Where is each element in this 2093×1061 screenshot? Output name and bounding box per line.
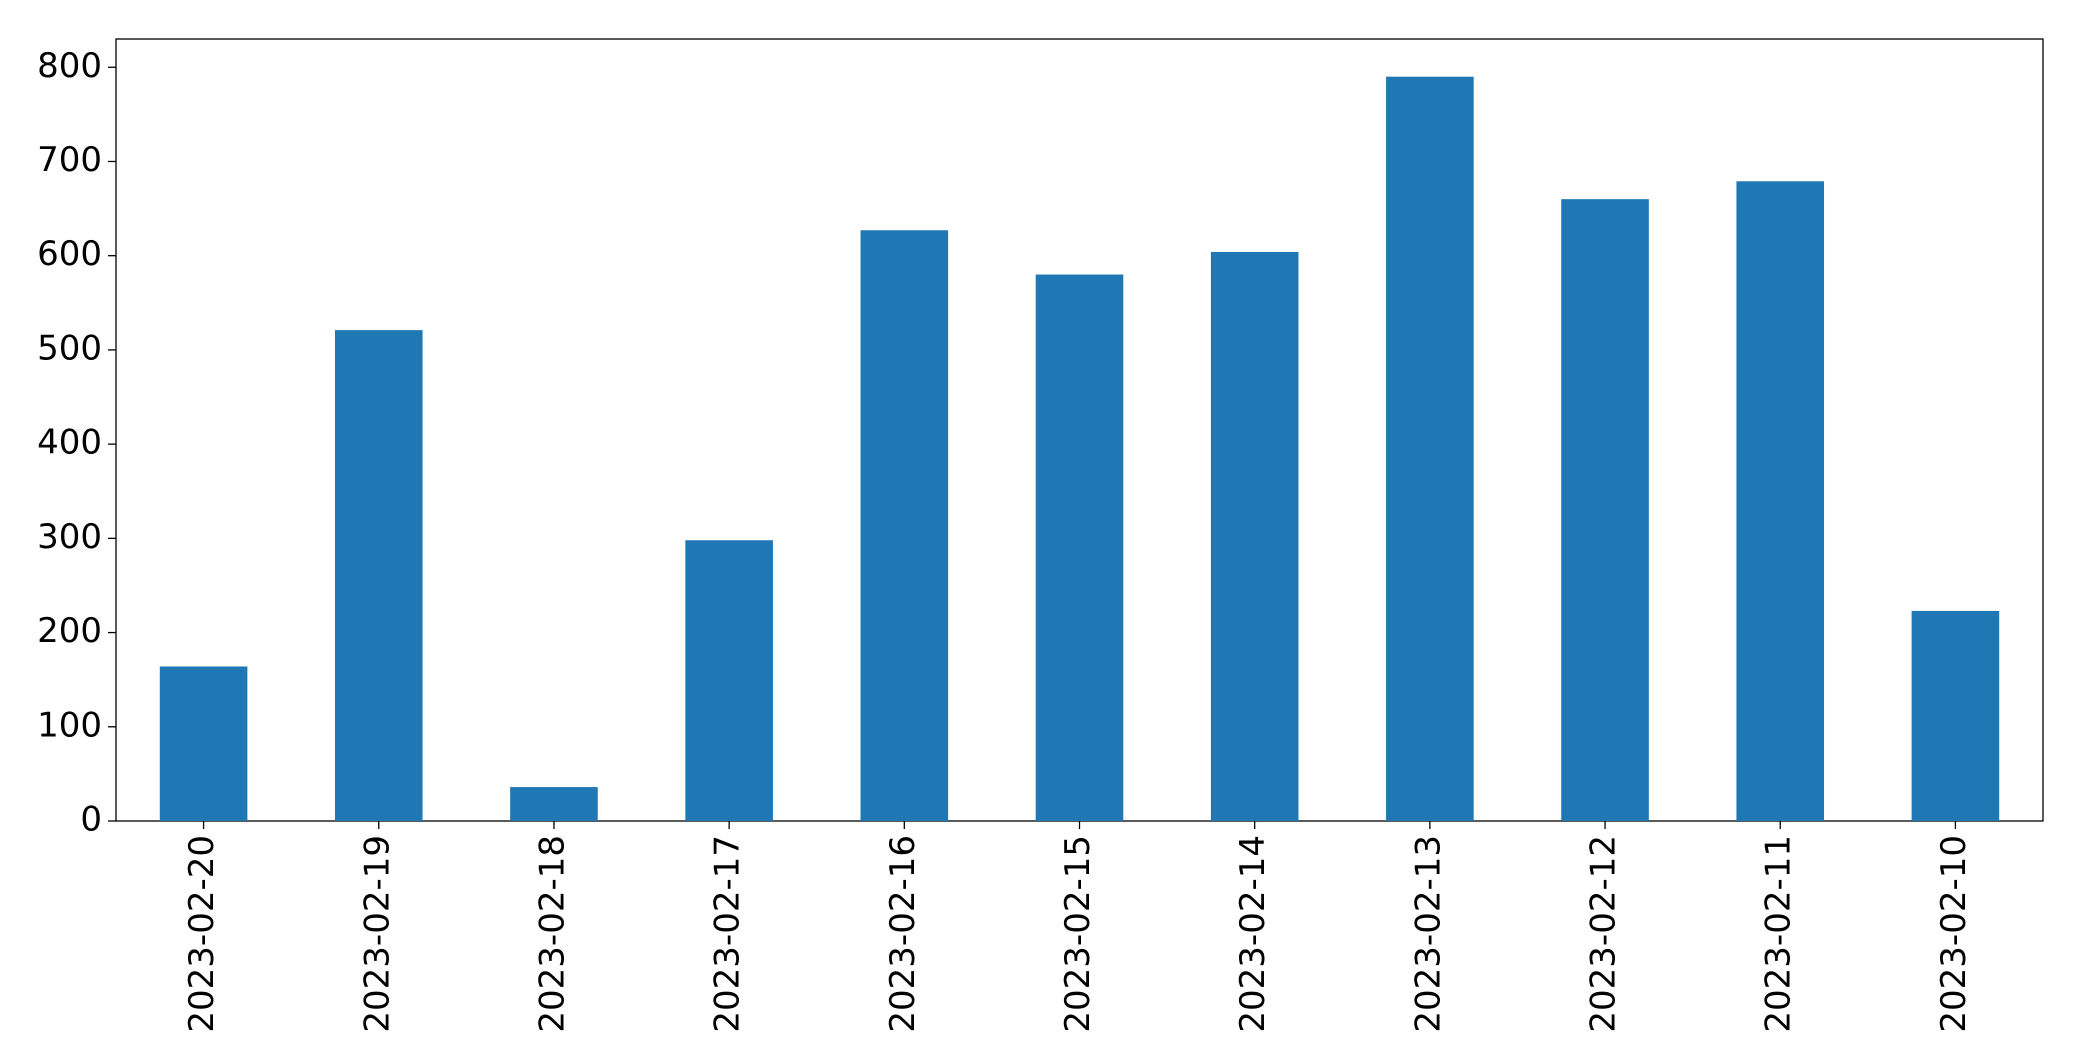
- bar: [1911, 610, 2000, 821]
- y-tick-label: 300: [37, 517, 102, 557]
- y-tick-label: 800: [37, 46, 102, 86]
- x-tick-label: 2023-02-18: [532, 835, 572, 1033]
- x-tick-label: 2023-02-20: [182, 835, 222, 1033]
- y-tick-label: 200: [37, 611, 102, 651]
- x-tick-label: 2023-02-17: [708, 835, 748, 1033]
- bar: [1035, 274, 1124, 821]
- x-tick-label: 2023-02-16: [883, 835, 923, 1033]
- bar: [1736, 181, 1825, 822]
- bar: [1561, 199, 1649, 821]
- x-tick-label: 2023-02-15: [1058, 835, 1098, 1033]
- y-tick-label: 600: [37, 234, 102, 274]
- bar: [685, 540, 773, 821]
- x-tick-label: 2023-02-14: [1233, 835, 1273, 1033]
- bar: [159, 666, 248, 821]
- x-tick-label: 2023-02-12: [1584, 835, 1624, 1033]
- y-tick-label: 100: [37, 705, 102, 745]
- x-tick-label: 2023-02-19: [357, 835, 397, 1033]
- x-tick-label: 2023-02-13: [1408, 835, 1448, 1033]
- bar: [860, 230, 949, 821]
- x-tick-label: 2023-02-11: [1759, 835, 1799, 1033]
- bar: [1386, 76, 1474, 821]
- x-tick-label: 2023-02-10: [1934, 835, 1974, 1033]
- bar: [334, 330, 423, 821]
- y-tick-label: 700: [37, 140, 102, 180]
- bar: [1210, 251, 1299, 821]
- y-tick-label: 500: [37, 328, 102, 368]
- bar: [510, 787, 598, 821]
- y-tick-label: 400: [37, 423, 102, 463]
- y-tick-label: 0: [80, 800, 102, 840]
